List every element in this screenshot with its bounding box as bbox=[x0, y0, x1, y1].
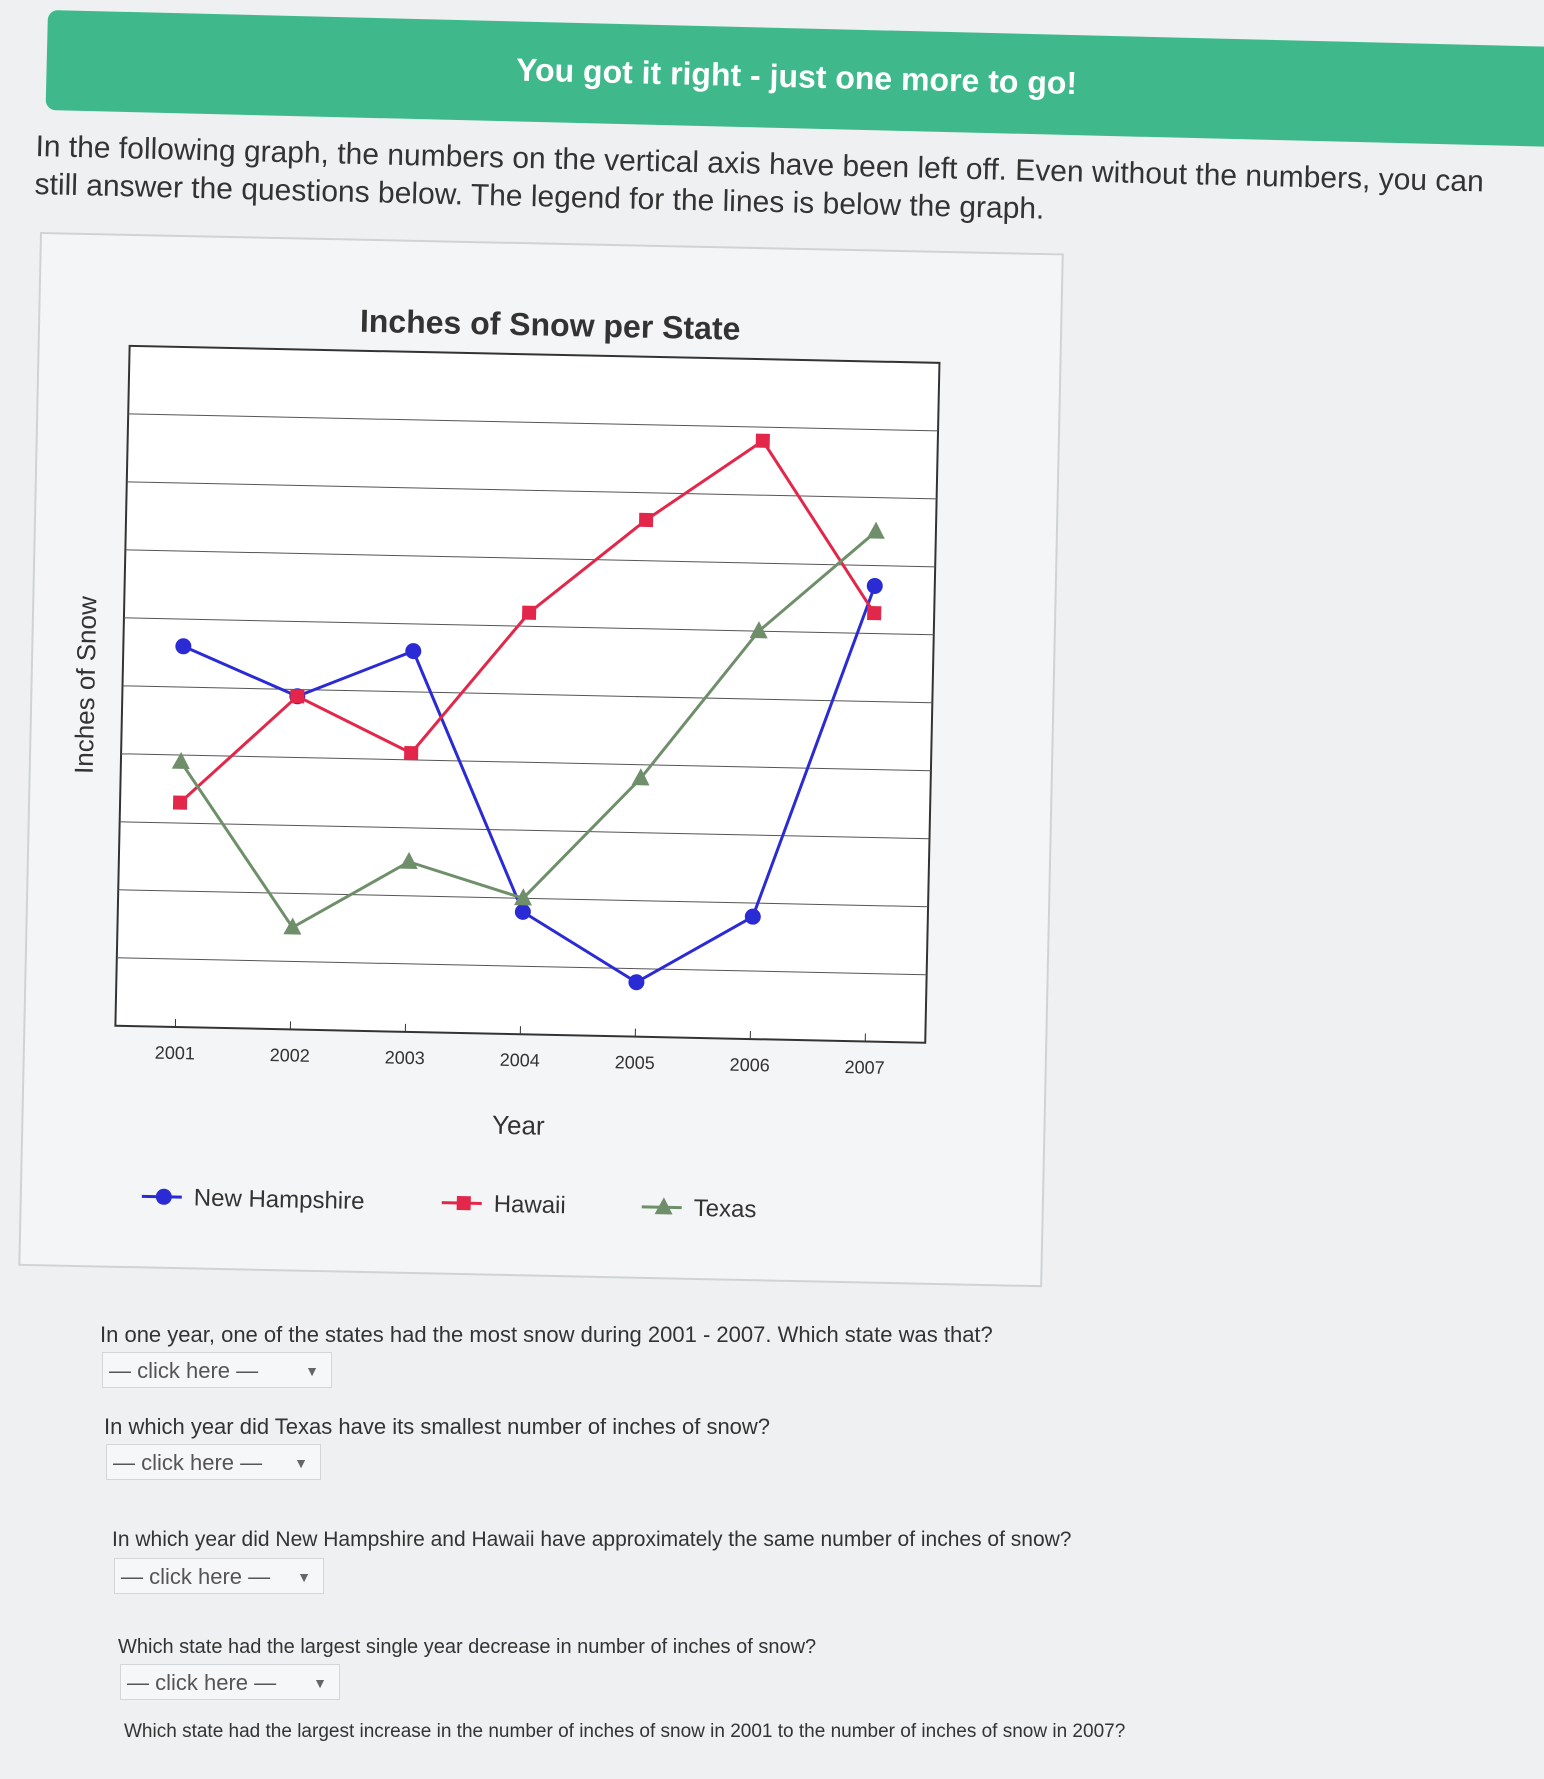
intro-text: In the following graph, the numbers on t… bbox=[34, 129, 1485, 226]
legend-label-texas: Texas bbox=[693, 1195, 756, 1223]
question-2: In which year did Texas have its smalles… bbox=[104, 1414, 771, 1439]
answer-select-4[interactable]: — click here — ▼ bbox=[120, 1664, 340, 1700]
answer-select-3[interactable]: — click here — ▼ bbox=[114, 1558, 324, 1594]
chevron-down-icon: ▼ bbox=[313, 1675, 327, 1691]
gridline bbox=[123, 617, 934, 636]
new-hampshire-point bbox=[514, 903, 531, 920]
new-hampshire-point bbox=[405, 643, 422, 660]
hawaii-point bbox=[755, 433, 770, 448]
select-value: — click here — bbox=[109, 1358, 259, 1383]
chevron-down-icon: ▼ bbox=[297, 1569, 311, 1585]
x-tick-label: 2004 bbox=[500, 1050, 540, 1071]
x-axis-label: Year bbox=[492, 1110, 545, 1141]
x-tick-label: 2006 bbox=[729, 1055, 769, 1076]
texas-point bbox=[171, 751, 190, 770]
banner-text: You got it right - just one more to go! bbox=[515, 51, 1078, 102]
hawaii-point bbox=[638, 512, 654, 528]
select-value: — click here — bbox=[113, 1450, 263, 1475]
texas-point bbox=[631, 768, 650, 786]
gridline bbox=[116, 957, 927, 976]
texas-point bbox=[514, 888, 533, 906]
question-5: Which state had the largest increase in … bbox=[124, 1721, 1126, 1742]
answer-select-1[interactable]: — click here — ▼ bbox=[102, 1352, 332, 1388]
y-axis-label: Inches of Snow bbox=[69, 596, 103, 775]
chevron-down-icon: ▼ bbox=[305, 1363, 319, 1379]
new-hampshire-point bbox=[628, 974, 645, 991]
gridline bbox=[119, 821, 930, 840]
legend-marker-new-hampshire bbox=[155, 1188, 172, 1205]
x-tick-label: 2001 bbox=[155, 1043, 195, 1064]
success-banner: You got it right - just one more to go! bbox=[45, 10, 1544, 147]
line-chart: 2001 2002 2003 2004 2005 2006 2007 Year Inches o… bbox=[69, 344, 941, 1223]
texas-point bbox=[749, 621, 768, 639]
x-tick-label: 2002 bbox=[270, 1045, 310, 1066]
new-hampshire-point bbox=[866, 577, 883, 594]
gridline bbox=[121, 753, 931, 772]
legend-marker-texas bbox=[654, 1197, 673, 1215]
answer-select-2[interactable]: — click here — ▼ bbox=[106, 1444, 321, 1480]
hawaii-point bbox=[290, 689, 305, 704]
gridline bbox=[125, 549, 936, 568]
legend-marker-hawaii bbox=[456, 1195, 471, 1211]
select-value: — click here — bbox=[121, 1564, 271, 1589]
question-1: In one year, one of the states had the m… bbox=[100, 1322, 993, 1347]
gridline bbox=[128, 413, 939, 432]
texas-point bbox=[399, 851, 418, 870]
chevron-down-icon: ▼ bbox=[294, 1455, 308, 1471]
legend-label-new-hampshire: New Hampshire bbox=[194, 1184, 365, 1215]
hawaii-point bbox=[521, 605, 537, 620]
hawaii-point bbox=[404, 745, 419, 761]
texas-point bbox=[866, 521, 885, 539]
question-3: In which year did New Hampshire and Hawa… bbox=[112, 1528, 1072, 1551]
legend-label-hawaii: Hawaii bbox=[493, 1191, 566, 1220]
hawaii-point bbox=[867, 606, 882, 621]
new-hampshire-point bbox=[744, 908, 761, 925]
x-tick-label: 2003 bbox=[385, 1047, 425, 1068]
gridline bbox=[126, 481, 937, 500]
hawaii-point bbox=[172, 795, 188, 810]
chart-container: Inches of Snow per State 2001 2002 2003 200… bbox=[18, 232, 1064, 1288]
select-value: — click here — bbox=[127, 1670, 277, 1695]
gridline bbox=[122, 685, 933, 704]
x-tick-label: 2007 bbox=[844, 1057, 884, 1078]
question-4: Which state had the largest single year … bbox=[118, 1636, 817, 1658]
texas-point bbox=[283, 917, 302, 935]
new-hampshire-point bbox=[175, 638, 192, 655]
x-tick-label: 2005 bbox=[615, 1052, 655, 1073]
